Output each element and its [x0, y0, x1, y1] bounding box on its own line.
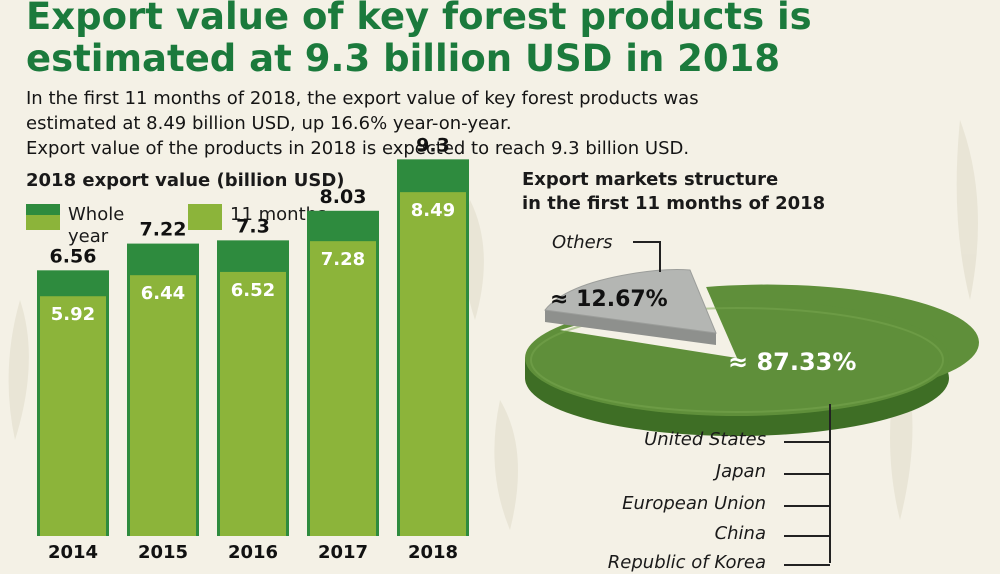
label-11-months-2014: 5.92: [51, 304, 95, 325]
market-line-3: [784, 505, 830, 507]
label-11-months-2016: 6.52: [231, 280, 275, 301]
market-japan: Japan: [715, 461, 766, 482]
x-tick-2017: 2017: [318, 542, 368, 563]
intro-line-1: In the first 11 months of 2018, the expo…: [26, 88, 699, 109]
pie-slice-others: [544, 269, 717, 334]
label-whole-year-2014: 6.56: [50, 245, 97, 267]
legend-swatch-11-months: [188, 204, 222, 230]
market-republic-of-korea: Republic of Korea: [607, 552, 766, 573]
pie-slice-others-edge: [545, 310, 716, 345]
intro-line-2: estimated at 8.49 billion USD, up 16.6% …: [26, 113, 512, 134]
bar-chart: 6.56 5.92 2014 7.22 6.44 2015 7.3 6.52 2016 8.03 7…: [37, 134, 469, 563]
label-whole-year-2015: 7.22: [140, 219, 187, 241]
bar-11-months-2017: [310, 241, 376, 536]
title-line-1: Export value of key forest products is: [26, 0, 812, 38]
bar-11-months-2014: [40, 296, 106, 536]
label-whole-year-2018: 9.3: [416, 134, 450, 156]
title-line-2: estimated at 9.3 billion USD in 2018: [26, 37, 781, 80]
pie-label-others: Others: [552, 232, 613, 253]
x-tick-2018: 2018: [408, 542, 458, 563]
others-leader-line: [633, 241, 661, 272]
x-tick-2016: 2016: [228, 542, 278, 563]
label-11-months-2015: 6.44: [141, 283, 185, 304]
x-tick-2015: 2015: [138, 542, 188, 563]
legend-whole-year: Whole year: [26, 204, 124, 248]
intro-text: In the first 11 months of 2018, the expo…: [26, 86, 986, 161]
market-line-2: [784, 473, 830, 475]
label-whole-year-2017: 8.03: [320, 186, 367, 208]
market-united-states: United States: [644, 429, 766, 450]
legend-11-months: 11 months: [188, 204, 326, 230]
bar-11-months-2018: [400, 192, 466, 536]
legend-swatch-whole-year: [26, 204, 60, 230]
label-11-months-2017: 7.28: [321, 249, 365, 270]
bar-chart-title: 2018 export value (billion USD): [26, 170, 345, 191]
market-line-1: [784, 441, 830, 443]
bar-11-months-2015: [130, 275, 196, 536]
market-line-4: [784, 535, 830, 537]
label-11-months-2018: 8.49: [411, 200, 455, 221]
pie-value-main: ≈ 87.33%: [728, 348, 856, 376]
bar-11-months-2016: [220, 271, 286, 536]
page-title: Export value of key forest products is e…: [26, 0, 812, 80]
market-european-union: European Union: [622, 493, 766, 514]
market-china: China: [714, 523, 766, 544]
intro-line-3: Export value of the products in 2018 is …: [26, 138, 690, 159]
pie-chart-title: Export markets structure in the first 11…: [522, 169, 826, 214]
pie-value-others: ≈ 12.67%: [550, 287, 668, 312]
pie-highlight: [530, 307, 944, 413]
market-line-5: [784, 564, 830, 566]
label-whole-year-2016: 7.3: [236, 215, 270, 237]
legend-label-11-months: 11 months: [230, 204, 327, 225]
x-tick-2014: 2014: [48, 542, 98, 563]
legend-label-whole-year: Whole year: [68, 204, 125, 247]
